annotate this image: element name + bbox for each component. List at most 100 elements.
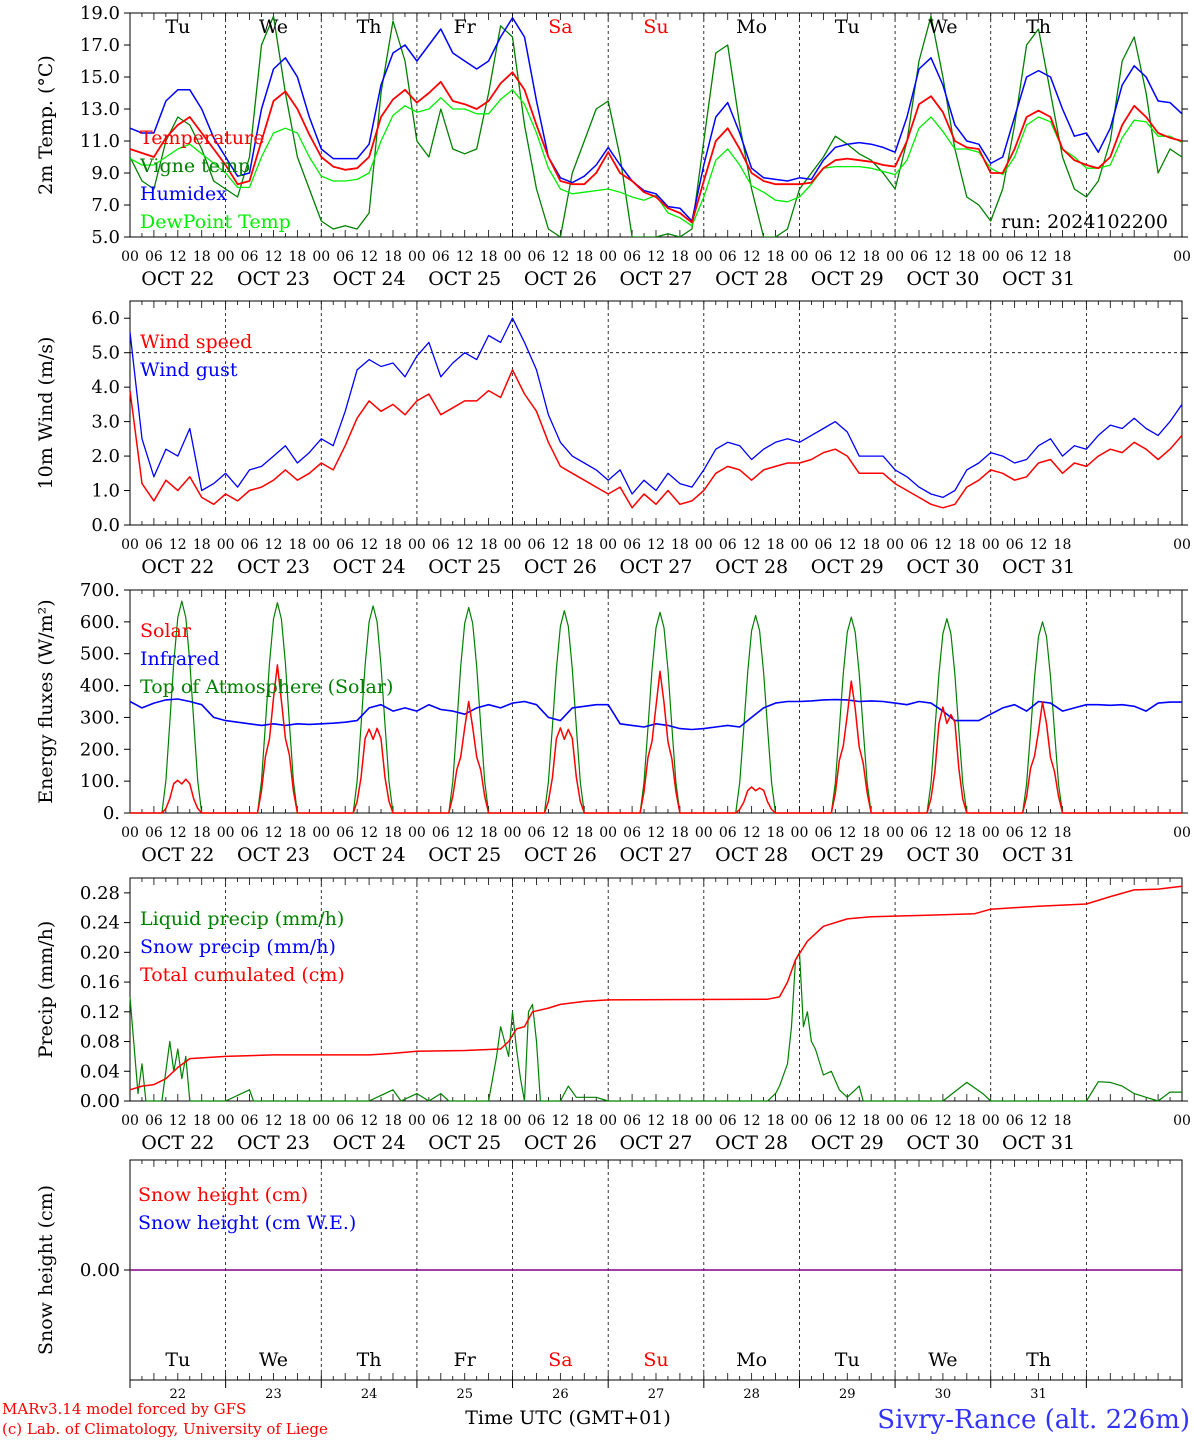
y-axis-label: 2m Temp. (°C): [35, 55, 57, 195]
x-tick-label: 06: [432, 249, 450, 265]
x-tick-label: 00: [982, 1113, 1000, 1129]
y-tick-label: 600.: [80, 612, 120, 633]
x-tick-label: 00: [408, 249, 426, 265]
day-number-label: 30: [935, 1387, 952, 1402]
day-label: OCT 24: [333, 556, 406, 578]
x-tick-label: 00: [121, 249, 139, 265]
x-tick-label: 06: [1006, 1113, 1024, 1129]
x-tick-label: 18: [384, 825, 402, 841]
x-tick-label: 12: [456, 1113, 474, 1129]
weekday-label: We: [259, 16, 288, 38]
x-tick-label: 12: [360, 1113, 378, 1129]
x-tick-label: 18: [671, 1113, 689, 1129]
x-tick-label: 06: [528, 249, 546, 265]
x-tick-label: 18: [862, 825, 880, 841]
weekday-label: Su: [643, 16, 668, 38]
weekday-label: Th: [1026, 1349, 1051, 1371]
x-tick-label: 18: [575, 537, 593, 553]
x-tick-label: 18: [958, 249, 976, 265]
x-tick-label: 06: [623, 1113, 641, 1129]
x-tick-label: 06: [623, 537, 641, 553]
x-tick-label: 00: [312, 825, 330, 841]
day-label: OCT 26: [524, 268, 597, 290]
day-label: OCT 31: [1002, 844, 1075, 866]
y-tick-label: 5.0: [91, 343, 120, 364]
y-tick-label: 0.28: [80, 883, 120, 904]
x-tick-label: 12: [360, 249, 378, 265]
y-tick-label: 700.: [80, 580, 120, 601]
day-label: OCT 31: [1002, 556, 1075, 578]
day-label: OCT 29: [811, 556, 884, 578]
x-tick-label: 18: [193, 537, 211, 553]
x-tick-label: 12: [934, 249, 952, 265]
x-tick-label: 00: [1173, 1113, 1191, 1129]
y-tick-label: 17.0: [80, 35, 120, 56]
x-tick-label: 18: [1054, 825, 1072, 841]
x-tick-label: 18: [958, 1113, 976, 1129]
x-tick-label: 18: [958, 825, 976, 841]
temp-series-group: [130, 15, 1182, 237]
day-number-label: 24: [361, 1387, 378, 1402]
day-label: OCT 23: [237, 844, 310, 866]
day-label: OCT 23: [237, 1132, 310, 1154]
day-label: OCT 25: [428, 556, 501, 578]
y-tick-label: 2.0: [91, 446, 120, 467]
day-label: OCT 29: [811, 1132, 884, 1154]
y-tick-label: 7.0: [91, 195, 120, 216]
x-tick-label: 12: [265, 1113, 283, 1129]
weekday-label: Th: [357, 1349, 382, 1371]
x-tick-label: 00: [886, 249, 904, 265]
x-tick-label: 00: [504, 249, 522, 265]
x-tick-label: 18: [671, 249, 689, 265]
y-tick-label: 11.0: [80, 131, 120, 152]
legend-entry: Snow height (cm W.E.): [138, 1212, 356, 1234]
x-tick-label: 18: [767, 825, 785, 841]
day-label: OCT 22: [141, 844, 214, 866]
x-tick-label: 18: [193, 249, 211, 265]
x-tick-label: 18: [384, 249, 402, 265]
legend-entry: Vigne temp: [139, 155, 250, 177]
series-line-wind-speed: [129, 369, 1183, 509]
x-tick-label: 00: [504, 825, 522, 841]
day-label: OCT 27: [619, 844, 692, 866]
x-tick-label: 00: [217, 249, 235, 265]
day-label: OCT 28: [715, 268, 788, 290]
day-label: OCT 30: [906, 268, 979, 290]
day-number-label: 31: [1030, 1387, 1047, 1402]
x-tick-label: 18: [480, 825, 498, 841]
day-label: OCT 26: [524, 844, 597, 866]
y-tick-label: 0.16: [80, 972, 120, 993]
x-tick-label: 18: [480, 1113, 498, 1129]
x-tick-label: 06: [719, 1113, 737, 1129]
x-tick-label: 12: [169, 825, 187, 841]
footer-copyright: (c) Lab. of Climatology, University of L…: [2, 1420, 328, 1438]
x-tick-label: 00: [886, 1113, 904, 1129]
series-line-humidex: [130, 17, 1182, 222]
x-tick-label: 06: [241, 1113, 259, 1129]
y-tick-label: 0.20: [80, 942, 120, 963]
day-label: OCT 29: [811, 844, 884, 866]
x-tick-label: 12: [838, 825, 856, 841]
x-tick-label: 06: [336, 1113, 354, 1129]
day-label: OCT 30: [906, 1132, 979, 1154]
x-tick-label: 12: [838, 249, 856, 265]
series-line-temperature: [130, 71, 1182, 224]
x-tick-label: 12: [934, 1113, 952, 1129]
x-tick-label: 06: [814, 1113, 832, 1129]
x-tick-label: 06: [814, 537, 832, 553]
x-tick-label: 00: [504, 1113, 522, 1129]
x-tick-label: 06: [719, 537, 737, 553]
x-tick-label: 12: [647, 537, 665, 553]
run-label: run: 2024102200: [1001, 211, 1168, 233]
x-tick-label: 06: [432, 825, 450, 841]
x-tick-label: 06: [528, 537, 546, 553]
x-tick-label: 00: [408, 825, 426, 841]
y-tick-label: 5.0: [91, 227, 120, 248]
x-tick-label: 06: [336, 537, 354, 553]
y-tick-label: 0.: [103, 803, 120, 824]
x-tick-label: 12: [838, 537, 856, 553]
weekday-label: We: [928, 16, 957, 38]
x-tick-label: 18: [862, 249, 880, 265]
y-tick-label: 1.0: [91, 481, 120, 502]
series-line-wind-gust: [129, 317, 1183, 499]
